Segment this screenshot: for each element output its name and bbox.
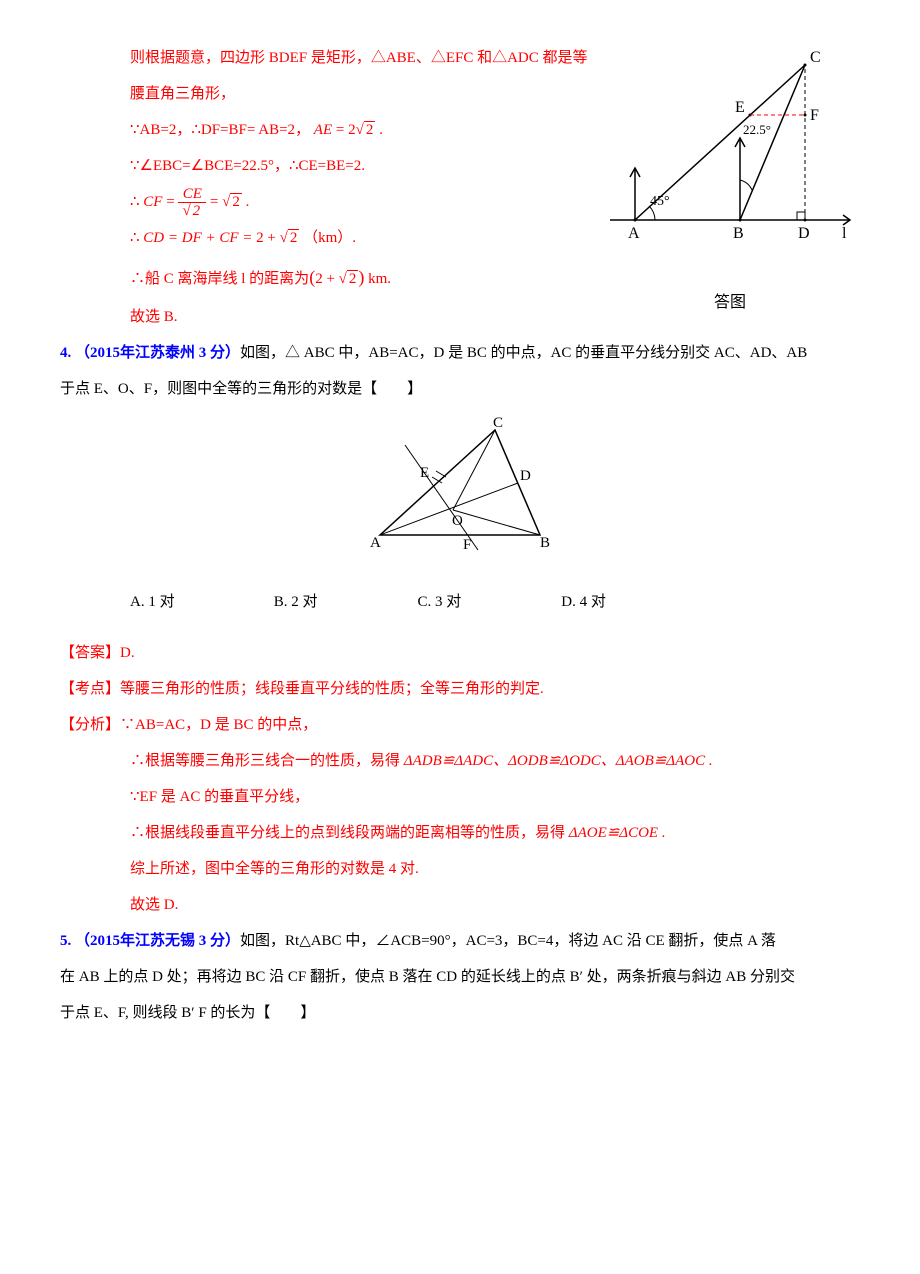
- label-D: D: [798, 225, 810, 242]
- q4-fenxi-l6: 故选 D.: [60, 887, 860, 923]
- q4-kaodian: 【考点】等腰三角形的性质；线段垂直平分线的性质；全等三角形的判定.: [60, 671, 860, 707]
- q4-options: A. 1 对 B. 2 对 C. 3 对 D. 4 对: [60, 584, 860, 620]
- label-l: l: [842, 225, 847, 242]
- q4-opt-b: B. 2 对: [274, 584, 414, 620]
- svg-text:D: D: [520, 468, 531, 484]
- q4-fenxi-l4: ∴根据线段垂直平分线上的点到线段两端的距离相等的性质，易得 ΔAOE≌ΔCOE …: [60, 815, 860, 851]
- q4-opt-a: A. 1 对: [130, 584, 270, 620]
- q4-num: 4.: [60, 345, 75, 361]
- q5-stem-line3: 于点 E、F, 则线段 B′ F 的长为【 】: [60, 995, 860, 1031]
- q5-stem-line2: 在 AB 上的点 D 处；再将边 BC 沿 CF 翻折，使点 B 落在 CD 的…: [60, 959, 860, 995]
- q5-num: 5.: [60, 933, 75, 949]
- svg-text:B: B: [540, 535, 550, 551]
- q4-fenxi-l2: ∴根据等腰三角形三线合一的性质，易得 ΔADB≌ΔADC、ΔODB≌ΔODC、Δ…: [60, 743, 860, 779]
- q4-fenxi-l3: ∵EF 是 AC 的垂直平分线，: [60, 779, 860, 815]
- diagram-caption: 答图: [600, 284, 860, 322]
- svg-text:A: A: [370, 535, 381, 551]
- label-F: F: [810, 107, 819, 124]
- angle-225: 22.5°: [743, 122, 771, 137]
- q5-stem-line1: 5. （2015年江苏无锡 3 分）如图，Rt△ABC 中，∠ACB=90°，A…: [60, 923, 860, 959]
- q4-stem-line1: 4. （2015年江苏泰州 3 分）如图，△ ABC 中，AB=AC，D 是 B…: [60, 335, 860, 371]
- label-A: A: [628, 225, 640, 242]
- angle-45: 45°: [650, 194, 670, 209]
- q4-fenxi-l1: 【分析】∵AB=AC，D 是 BC 的中点，: [60, 707, 860, 743]
- q4-answer: 【答案】D.: [60, 635, 860, 671]
- svg-text:F: F: [463, 537, 471, 553]
- q4-fenxi-l5: 综上所述，图中全等的三角形的对数是 4 对.: [60, 851, 860, 887]
- q4-diagram: A B C D E F O: [60, 415, 860, 569]
- q4-opt-d: D. 4 对: [561, 584, 701, 620]
- label-E: E: [735, 99, 745, 116]
- q4-source: （2015年江苏泰州 3 分）: [75, 345, 240, 361]
- label-C: C: [810, 49, 821, 66]
- svg-text:C: C: [493, 415, 503, 431]
- q5-source: （2015年江苏无锡 3 分）: [75, 933, 240, 949]
- q4-opt-c: C. 3 对: [418, 584, 558, 620]
- solution3-diagram: A B D l C E F 45°: [600, 40, 860, 322]
- svg-text:O: O: [452, 513, 463, 529]
- q4-stem-line2: 于点 E、O、F，则图中全等的三角形的对数是【 】: [60, 371, 860, 407]
- label-B: B: [733, 225, 744, 242]
- svg-text:E: E: [420, 465, 429, 481]
